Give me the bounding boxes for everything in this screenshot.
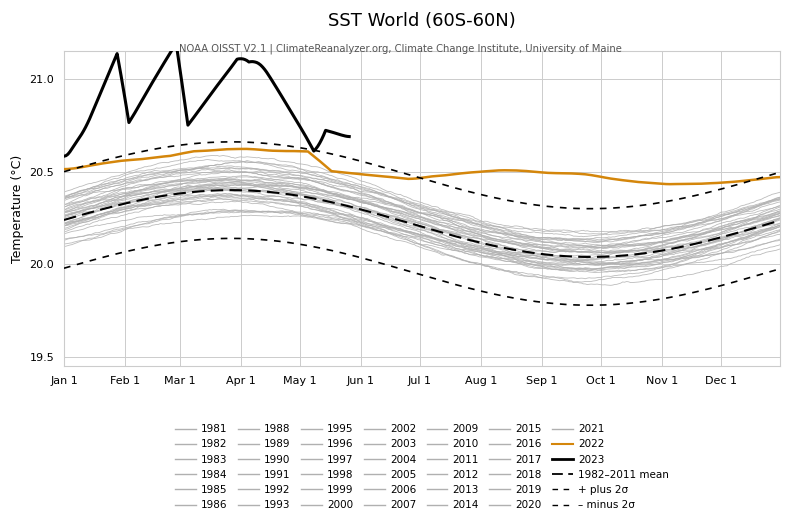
Legend: 1981, 1982, 1983, 1984, 1985, 1986, 1987, 1988, 1989, 1990, 1991, 1992, 1993, 19: 1981, 1982, 1983, 1984, 1985, 1986, 1987… [173,422,671,509]
Text: NOAA OISST V2.1 | ClimateReanalyzer.org, Climate Change Institute, University of: NOAA OISST V2.1 | ClimateReanalyzer.org,… [178,43,622,54]
Y-axis label: Temperature (°C): Temperature (°C) [11,155,24,263]
Title: SST World (60S-60N): SST World (60S-60N) [328,12,516,30]
